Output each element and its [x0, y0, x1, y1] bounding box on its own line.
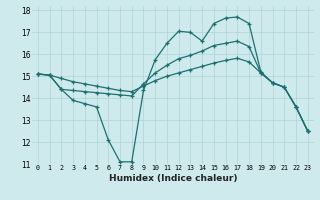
X-axis label: Humidex (Indice chaleur): Humidex (Indice chaleur): [108, 174, 237, 183]
